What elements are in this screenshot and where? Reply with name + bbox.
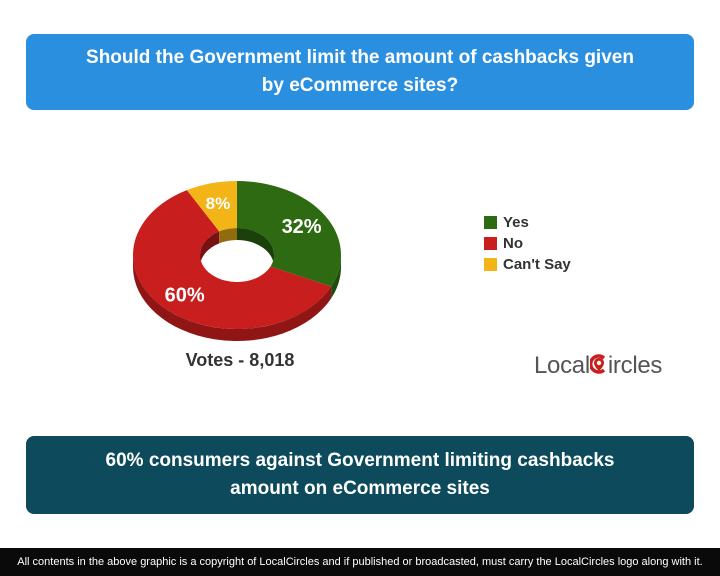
slice-inner-wall-yes — [237, 228, 274, 267]
legend-label-yes: Yes — [503, 214, 529, 231]
slice-inner-wall-cant-say — [219, 228, 237, 244]
legend-swatch-cant-say — [484, 258, 497, 271]
votes-count: Votes - 8,018 — [185, 350, 295, 370]
logo-c-icon — [588, 352, 608, 378]
chart-legend: Yes No Can't Say — [484, 212, 571, 275]
slice-wall-yes — [331, 255, 341, 299]
legend-swatch-no — [484, 237, 497, 250]
slice-yes — [237, 181, 341, 287]
answer-banner: 60% consumers against Government limitin… — [26, 436, 694, 514]
slice-inner-wall-no — [200, 231, 220, 267]
localcircles-logo: Local ircles — [534, 352, 662, 380]
copyright-footer: All contents in the above graphic is a c… — [0, 548, 720, 576]
legend-label-cant-say: Can't Say — [503, 256, 571, 273]
logo-text-ircles: ircles — [607, 352, 663, 379]
answer-text: 60% consumers against Government limitin… — [105, 450, 615, 499]
slice-label-no: 60% — [165, 285, 205, 307]
legend-item-yes: Yes — [484, 212, 571, 233]
legend-label-no: No — [503, 235, 523, 252]
logo-text-local: Local — [534, 352, 590, 379]
slice-label-yes: 32% — [282, 216, 322, 238]
legend-swatch-yes — [484, 216, 497, 229]
slice-label-cant-say: 8% — [206, 194, 231, 213]
question-banner: Should the Government limit the amount o… — [26, 34, 694, 110]
slice-no — [133, 190, 332, 329]
slice-cant-say — [186, 181, 237, 232]
question-text: Should the Government limit the amount o… — [86, 47, 634, 96]
slice-wall-no — [133, 255, 332, 342]
legend-item-no: No — [484, 233, 571, 254]
legend-item-cant-say: Can't Say — [484, 254, 571, 275]
